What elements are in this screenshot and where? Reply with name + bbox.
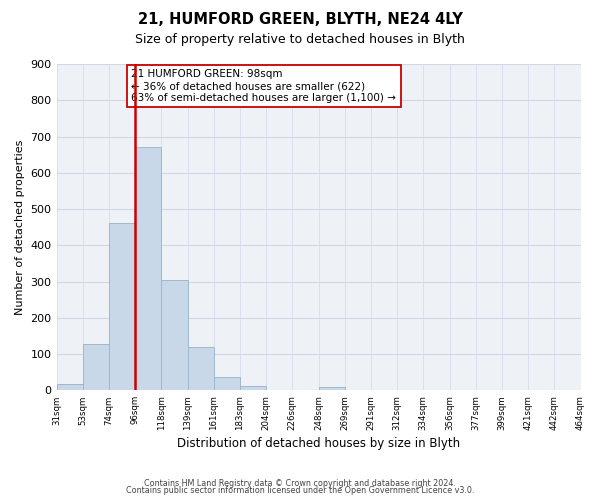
Y-axis label: Number of detached properties: Number of detached properties	[15, 140, 25, 315]
Bar	[83, 344, 109, 391]
Text: 21, HUMFORD GREEN, BLYTH, NE24 4LY: 21, HUMFORD GREEN, BLYTH, NE24 4LY	[137, 12, 463, 28]
X-axis label: Distribution of detached houses by size in Blyth: Distribution of detached houses by size …	[177, 437, 460, 450]
Bar	[109, 223, 135, 390]
Text: Contains public sector information licensed under the Open Government Licence v3: Contains public sector information licen…	[126, 486, 474, 495]
Text: Size of property relative to detached houses in Blyth: Size of property relative to detached ho…	[135, 32, 465, 46]
Bar	[214, 377, 240, 390]
Bar	[135, 146, 161, 390]
Bar	[319, 386, 345, 390]
Bar	[240, 386, 266, 390]
Bar	[188, 347, 214, 391]
Bar	[56, 384, 83, 390]
Text: Contains HM Land Registry data © Crown copyright and database right 2024.: Contains HM Land Registry data © Crown c…	[144, 478, 456, 488]
Bar	[161, 280, 188, 390]
Text: 21 HUMFORD GREEN: 98sqm
← 36% of detached houses are smaller (622)
63% of semi-d: 21 HUMFORD GREEN: 98sqm ← 36% of detache…	[131, 70, 396, 102]
